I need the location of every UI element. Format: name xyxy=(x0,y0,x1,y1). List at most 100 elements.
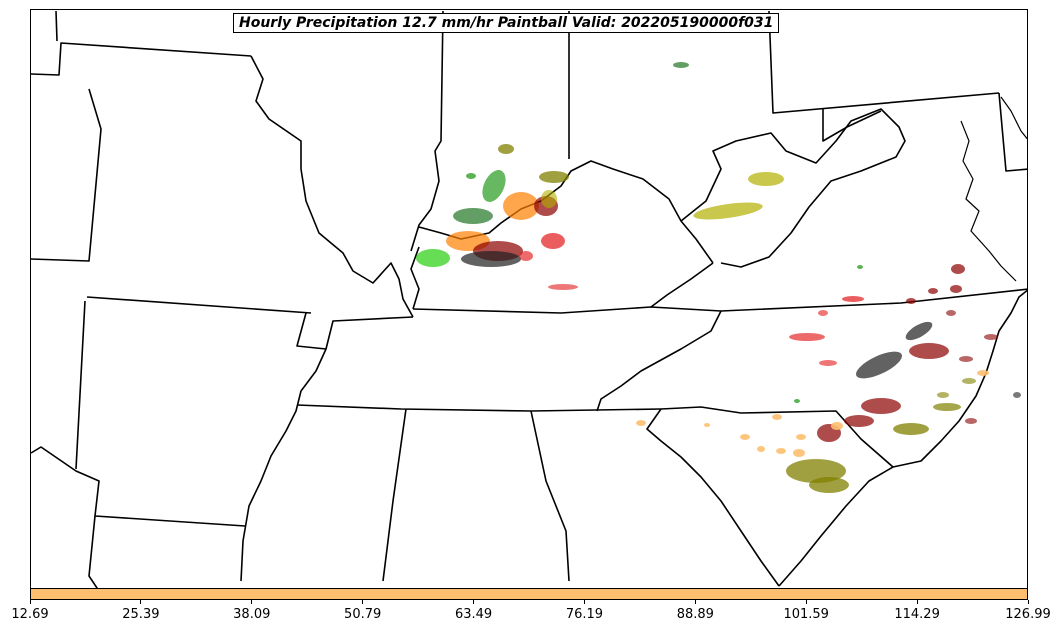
border-texas-louisiana xyxy=(88,515,98,588)
colorbar-tick-label: 63.49 xyxy=(454,607,493,622)
border-tennessee-virginia xyxy=(720,288,1027,312)
colorbar-tick-mark xyxy=(473,600,475,604)
colorbar-tick-label: 76.19 xyxy=(565,607,604,622)
precip-blob xyxy=(905,321,933,341)
precip-blob xyxy=(503,192,539,220)
colorbar-tick-mark xyxy=(362,600,364,604)
colorbar-tick-label: 114.29 xyxy=(894,607,940,622)
border-north-carolina-south-carolina xyxy=(660,406,894,468)
border-kansas-oklahoma xyxy=(86,296,312,314)
precip-blob xyxy=(796,434,806,440)
colorbar-tick-mark xyxy=(29,600,31,604)
border-west-virginia xyxy=(680,108,906,268)
colorbar-tick-label: 12.69 xyxy=(11,607,49,622)
precip-blob xyxy=(704,423,710,427)
map-canvas xyxy=(31,10,1027,588)
colorbar-tick-label: 88.89 xyxy=(676,607,714,622)
colorbar-tick-mark xyxy=(694,600,696,604)
border-ohio-pennsylvania xyxy=(768,10,1000,114)
precip-blob xyxy=(950,285,962,293)
precip-blob xyxy=(842,296,864,302)
precip-blob xyxy=(893,423,929,435)
precip-blob xyxy=(933,403,961,411)
precip-blob xyxy=(461,251,521,267)
precip-blob xyxy=(906,298,916,304)
chesapeake-bay xyxy=(960,120,1017,282)
precip-blob xyxy=(959,356,973,362)
border-illinois-indiana xyxy=(410,10,444,252)
border-maryland xyxy=(822,92,1027,172)
border-kentucky-tennessee xyxy=(412,306,722,314)
precip-blob xyxy=(818,310,828,316)
precip-blob xyxy=(789,333,825,341)
precip-blob xyxy=(794,399,800,403)
precip-blob xyxy=(416,249,450,267)
colorbar-tick-mark xyxy=(1027,600,1029,604)
precip-blob xyxy=(636,420,646,426)
border-missouri-arkansas xyxy=(296,312,414,350)
state-boundaries xyxy=(31,10,1027,588)
colorbar-tick-label: 25.39 xyxy=(122,607,160,622)
precip-blob xyxy=(857,265,863,269)
precip-blob xyxy=(541,233,565,249)
border-kentucky-southwest xyxy=(410,246,420,310)
colorbar-tick-mark xyxy=(805,600,807,604)
precip-blob xyxy=(786,459,846,483)
border-oklahoma-texas xyxy=(31,300,246,527)
precip-blob xyxy=(831,422,843,430)
precip-blob xyxy=(962,378,976,384)
mississippi-river-south xyxy=(240,348,327,582)
map-title: Hourly Precipitation 12.7 mm/hr Paintbal… xyxy=(233,13,780,33)
border-georgia-south-carolina xyxy=(646,408,780,587)
precip-blob xyxy=(793,449,805,457)
precip-blob xyxy=(928,288,938,294)
precip-blob xyxy=(946,310,956,316)
precip-blob xyxy=(977,370,989,376)
mississippi-river-north xyxy=(55,10,414,318)
precipitation-blobs xyxy=(416,62,1021,493)
precip-blob xyxy=(772,414,782,420)
colorbar-tick-mark xyxy=(583,600,585,604)
border-alabama-georgia xyxy=(530,410,570,582)
precip-blob xyxy=(757,446,765,452)
border-tennessee-north-carolina xyxy=(596,310,722,412)
border-tennessee-south xyxy=(296,404,662,412)
colorbar-tick-mark xyxy=(251,600,253,604)
precip-blob xyxy=(984,334,998,340)
border-missouri-kansas xyxy=(31,88,102,262)
precip-blob xyxy=(453,208,493,224)
precip-blob xyxy=(951,264,965,274)
colorbar-tick-label: 101.59 xyxy=(783,607,829,622)
precip-blob xyxy=(498,144,514,154)
precip-blob xyxy=(856,351,902,379)
colorbar xyxy=(30,588,1028,600)
precip-blob xyxy=(541,190,557,208)
precip-blob xyxy=(519,251,533,261)
precip-blob xyxy=(673,62,689,68)
colorbar-tick-mark xyxy=(916,600,918,604)
precip-blob xyxy=(819,360,837,366)
precip-blob xyxy=(466,173,476,179)
delmarva-coast xyxy=(1000,96,1027,140)
precip-blob xyxy=(1013,392,1021,398)
precip-blob xyxy=(965,418,977,424)
precip-blob xyxy=(861,398,901,414)
precip-blob xyxy=(740,434,750,440)
atlantic-coastline xyxy=(778,289,1027,587)
precip-blob xyxy=(909,343,949,359)
border-mississippi-alabama xyxy=(382,408,407,582)
precip-blob xyxy=(776,448,786,454)
colorbar-tick-label: 126.99 xyxy=(1005,607,1051,622)
colorbar-tick-label: 50.79 xyxy=(344,607,382,622)
border-kentucky-virginia xyxy=(650,262,714,308)
precip-blob xyxy=(809,477,849,493)
map-frame xyxy=(30,9,1028,589)
colorbar-tick-label: 38.09 xyxy=(233,607,271,622)
precip-blob xyxy=(844,415,874,427)
precip-blob xyxy=(748,172,784,186)
precip-blob xyxy=(693,202,763,220)
precip-blob xyxy=(539,171,569,183)
colorbar-tick-mark xyxy=(140,600,142,604)
border-iowa-missouri xyxy=(31,42,252,76)
precip-blob xyxy=(937,392,949,398)
